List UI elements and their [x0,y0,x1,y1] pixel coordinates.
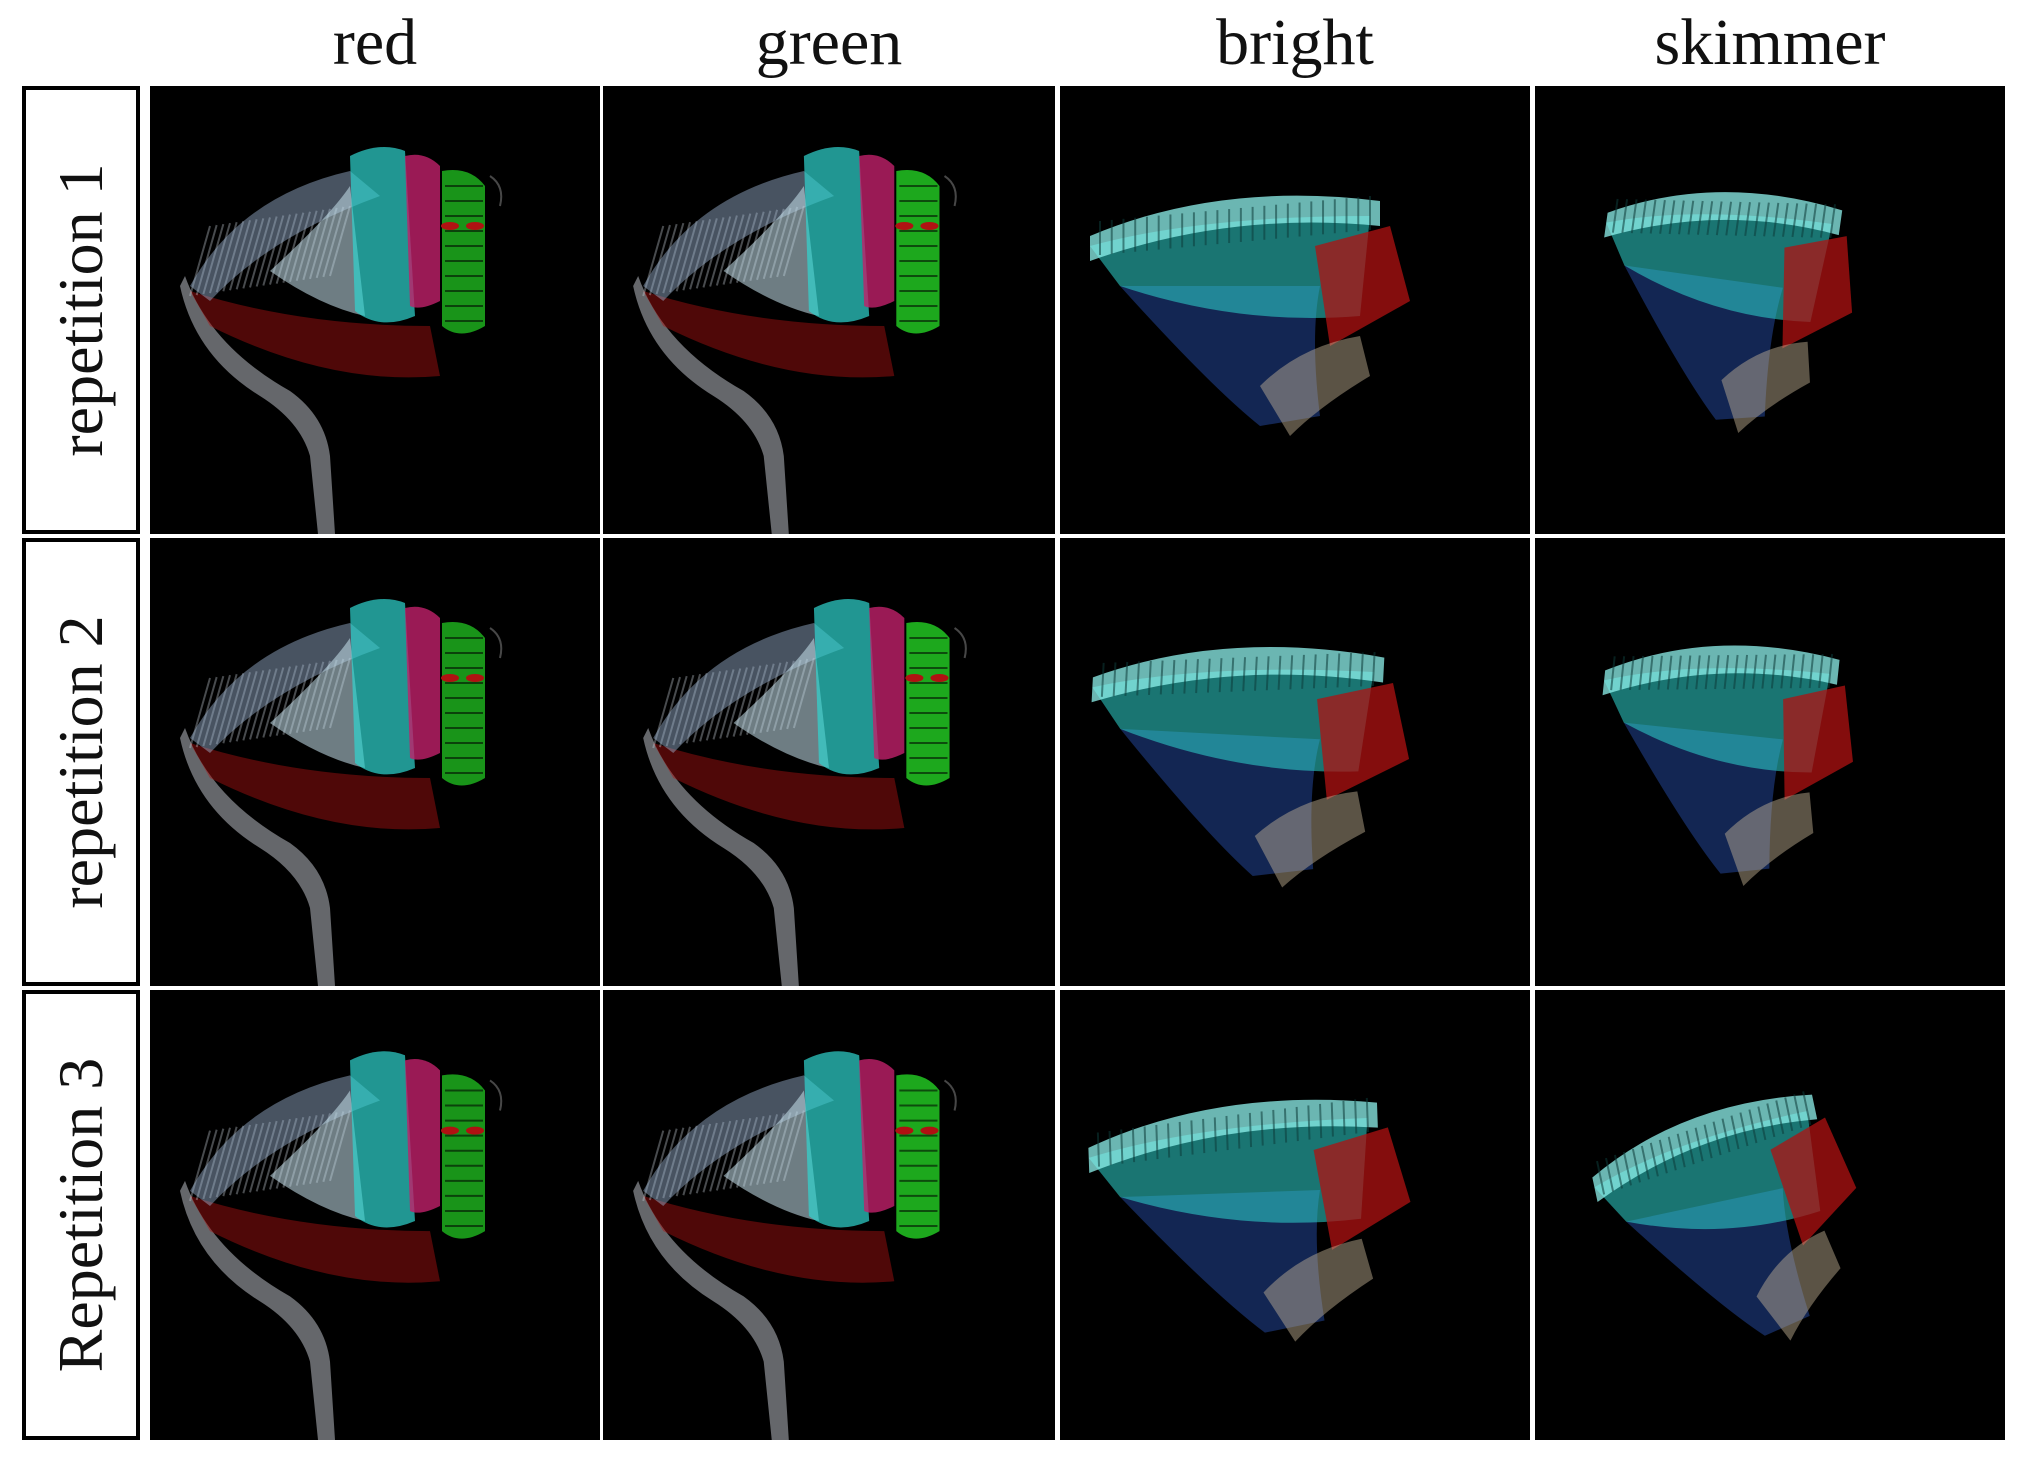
column-title-bright: bright [1216,6,1374,79]
row-label-1: repetition 1 [22,86,140,534]
panel-skimmer-row-1 [1535,86,2005,534]
panel-red-row-3 [150,990,600,1440]
row-label-1-text: repetition 1 [45,163,116,457]
panel-bright-row-2 [1060,538,1530,986]
panel-bright-row-1 [1060,86,1530,534]
column-title-green: green [755,6,903,79]
row-label-2: repetition 2 [22,538,140,986]
row-label-3-text: Repetition 3 [45,1057,116,1373]
row-label-3: Repetition 3 [22,990,140,1440]
panel-green-row-2 [603,538,1055,986]
panel-green-row-3 [603,990,1055,1440]
row-label-2-text: repetition 2 [45,615,116,909]
panel-red-row-2 [150,538,600,986]
panel-green-row-1 [603,86,1055,534]
column-title-skimmer: skimmer [1654,6,1886,79]
panel-skimmer-row-3 [1535,990,2005,1440]
column-title-red: red [332,6,418,79]
panel-red-row-1 [150,86,600,534]
panel-skimmer-row-2 [1535,538,2005,986]
panel-bright-row-3 [1060,990,1530,1440]
